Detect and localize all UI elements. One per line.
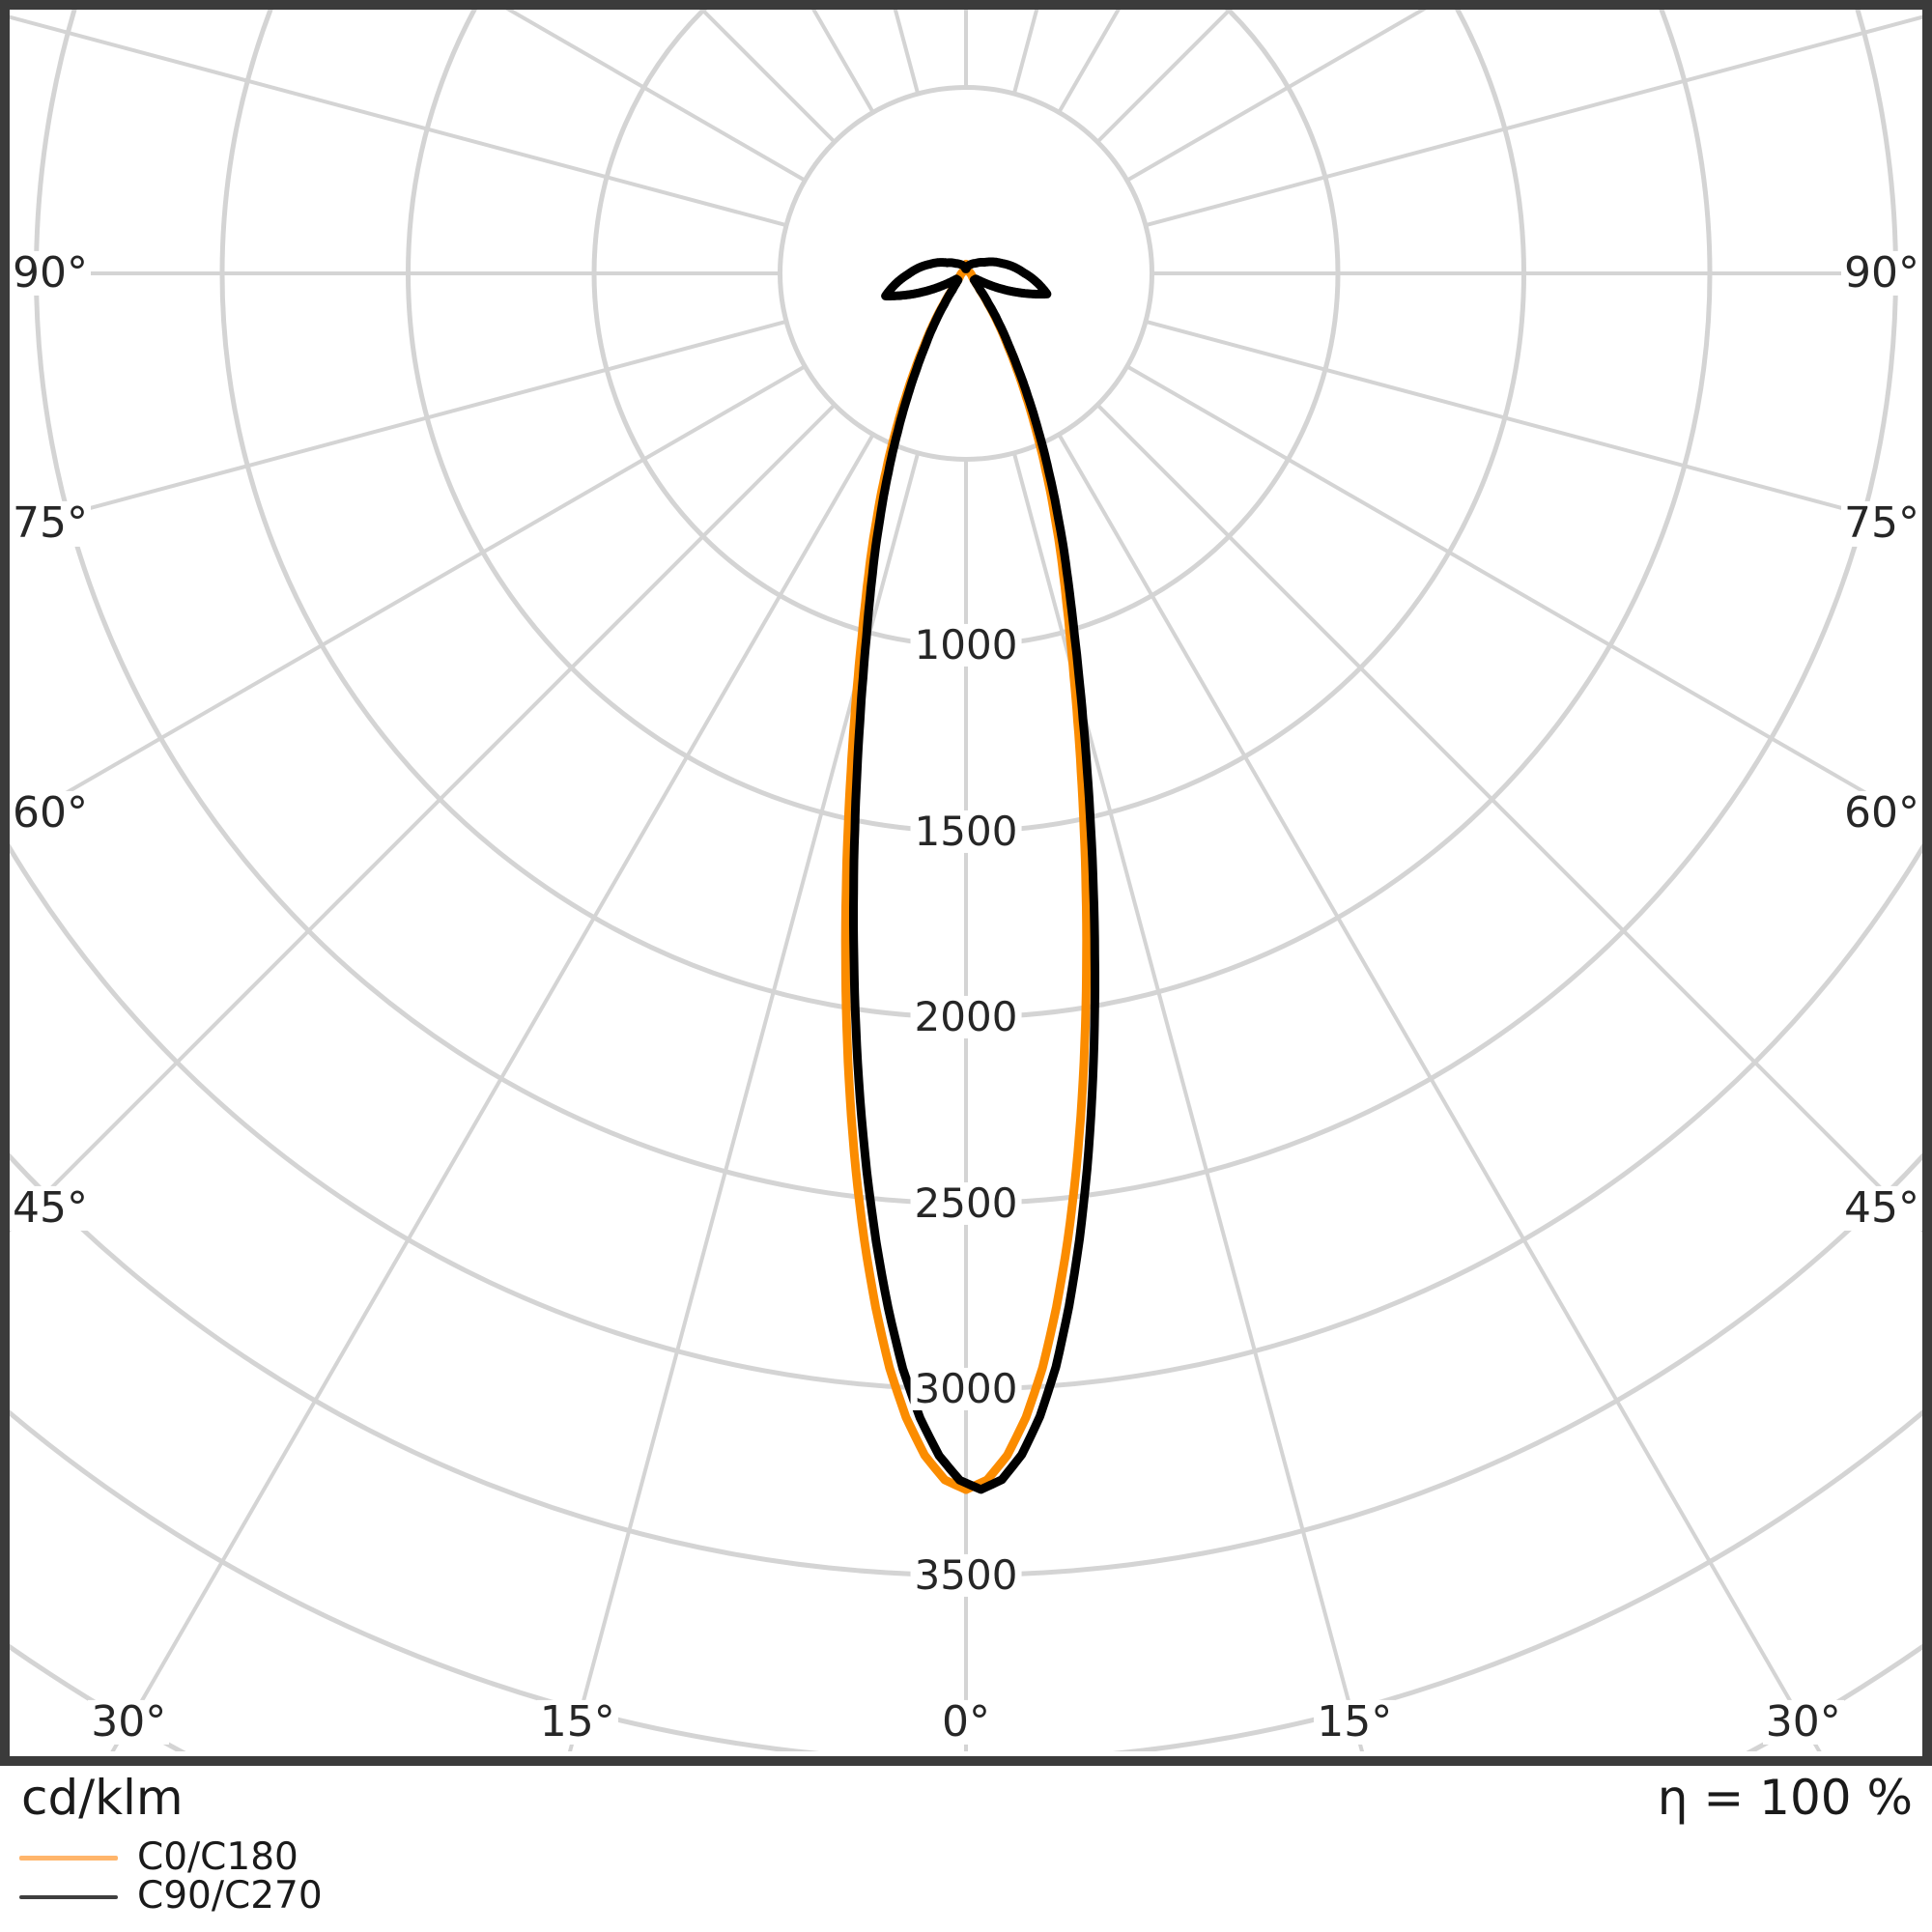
c0-c180-curve: [840, 259, 1092, 1494]
angle-tick-right-75: 75°: [1841, 501, 1922, 547]
c90-c270-line-swatch: [19, 1895, 118, 1899]
radial-tick-2500: 2500: [910, 1181, 1022, 1225]
angle-tick-left-45: 45°: [10, 1185, 91, 1232]
radial-tick-1500: 1500: [910, 810, 1022, 853]
plot-frame: [0, 0, 1932, 1766]
angle-tick-left-90: 90°: [10, 250, 91, 297]
angle-tick-left-60: 60°: [10, 790, 91, 837]
angle-tick-bottom-30: 30°: [1762, 1699, 1844, 1746]
radial-unit-label: cd/klm: [21, 1770, 184, 1826]
radial-tick-2000: 2000: [910, 995, 1022, 1039]
c0-c180-line-swatch: [19, 1856, 118, 1861]
angle-tick-right-45: 45°: [1841, 1185, 1922, 1232]
curves-layer: [840, 257, 1099, 1494]
radial-tick-1000: 1000: [910, 623, 1022, 668]
angle-tick-left-75: 75°: [10, 501, 91, 547]
radial-tick-3500: 3500: [910, 1553, 1022, 1597]
angle-tick-right-60: 60°: [1841, 790, 1922, 837]
angle-tick-right-90: 90°: [1841, 250, 1922, 297]
legend-label-c0-c180: C0/C180: [137, 1835, 298, 1879]
c90-c270-curve: [849, 257, 1099, 1494]
angle-tick-bottom-15: 15°: [1314, 1699, 1396, 1746]
efficiency-value: η = 100 %: [1657, 1770, 1913, 1826]
legend-label-c90-c270: C90/C270: [137, 1874, 323, 1918]
angle-tick-bottom--15: 15°: [536, 1699, 618, 1746]
angle-tick-bottom--30: 30°: [88, 1699, 170, 1746]
angle-tick-bottom-0: 0°: [939, 1699, 993, 1746]
radial-tick-3000: 3000: [910, 1367, 1022, 1411]
